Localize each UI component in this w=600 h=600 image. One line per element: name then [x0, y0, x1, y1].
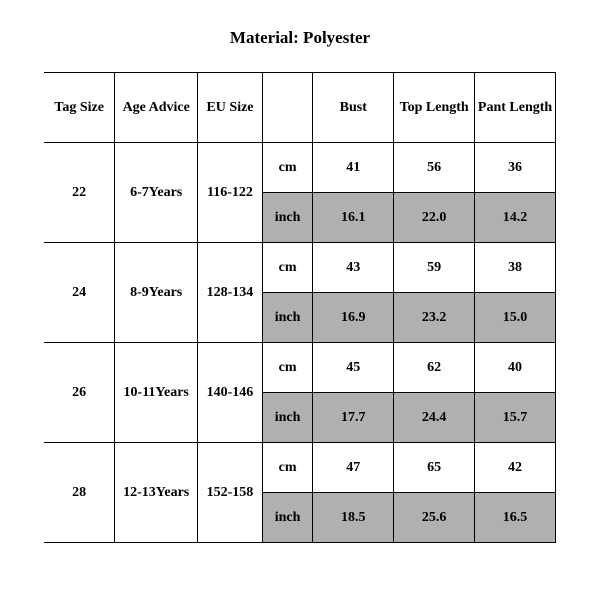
size-table: Tag Size Age Advice EU Size Bust Top Len…: [44, 72, 556, 543]
cell-age: 12-13Years: [115, 443, 198, 543]
cell-pant: 42: [475, 443, 556, 493]
table-row: 22 6-7Years 116-122 cm 41 56 36: [44, 143, 556, 193]
cell-eu: 116-122: [198, 143, 263, 243]
cell-unit-cm: cm: [262, 143, 313, 193]
cell-top: 24.4: [394, 393, 475, 443]
col-unit: [262, 73, 313, 143]
table-body: 22 6-7Years 116-122 cm 41 56 36 inch 16.…: [44, 143, 556, 543]
cell-unit-inch: inch: [262, 393, 313, 443]
cell-age: 6-7Years: [115, 143, 198, 243]
cell-bust: 18.5: [313, 493, 394, 543]
col-pant-length: Pant Length: [475, 73, 556, 143]
cell-top: 59: [394, 243, 475, 293]
cell-pant: 15.7: [475, 393, 556, 443]
cell-bust: 45: [313, 343, 394, 393]
cell-age: 10-11Years: [115, 343, 198, 443]
cell-top: 23.2: [394, 293, 475, 343]
table-row: 24 8-9Years 128-134 cm 43 59 38: [44, 243, 556, 293]
cell-unit-cm: cm: [262, 243, 313, 293]
cell-unit-cm: cm: [262, 343, 313, 393]
cell-pant: 16.5: [475, 493, 556, 543]
cell-top: 62: [394, 343, 475, 393]
cell-eu: 140-146: [198, 343, 263, 443]
cell-tag: 28: [44, 443, 115, 543]
table-row: 26 10-11Years 140-146 cm 45 62 40: [44, 343, 556, 393]
cell-bust: 43: [313, 243, 394, 293]
cell-tag: 26: [44, 343, 115, 443]
cell-eu: 128-134: [198, 243, 263, 343]
cell-bust: 41: [313, 143, 394, 193]
cell-unit-inch: inch: [262, 193, 313, 243]
cell-bust: 17.7: [313, 393, 394, 443]
page-title: Material: Polyester: [0, 0, 600, 72]
col-tag-size: Tag Size: [44, 73, 115, 143]
cell-bust: 16.9: [313, 293, 394, 343]
cell-pant: 36: [475, 143, 556, 193]
cell-tag: 22: [44, 143, 115, 243]
cell-top: 65: [394, 443, 475, 493]
col-bust: Bust: [313, 73, 394, 143]
cell-top: 25.6: [394, 493, 475, 543]
table-row: 28 12-13Years 152-158 cm 47 65 42: [44, 443, 556, 493]
cell-tag: 24: [44, 243, 115, 343]
cell-eu: 152-158: [198, 443, 263, 543]
col-top-length: Top Length: [394, 73, 475, 143]
cell-pant: 15.0: [475, 293, 556, 343]
cell-pant: 38: [475, 243, 556, 293]
cell-top: 56: [394, 143, 475, 193]
cell-bust: 47: [313, 443, 394, 493]
cell-top: 22.0: [394, 193, 475, 243]
size-table-wrapper: Tag Size Age Advice EU Size Bust Top Len…: [0, 72, 600, 543]
table-header-row: Tag Size Age Advice EU Size Bust Top Len…: [44, 73, 556, 143]
cell-pant: 40: [475, 343, 556, 393]
cell-unit-inch: inch: [262, 493, 313, 543]
cell-bust: 16.1: [313, 193, 394, 243]
cell-age: 8-9Years: [115, 243, 198, 343]
cell-unit-inch: inch: [262, 293, 313, 343]
cell-pant: 14.2: [475, 193, 556, 243]
col-age-advice: Age Advice: [115, 73, 198, 143]
col-eu-size: EU Size: [198, 73, 263, 143]
cell-unit-cm: cm: [262, 443, 313, 493]
